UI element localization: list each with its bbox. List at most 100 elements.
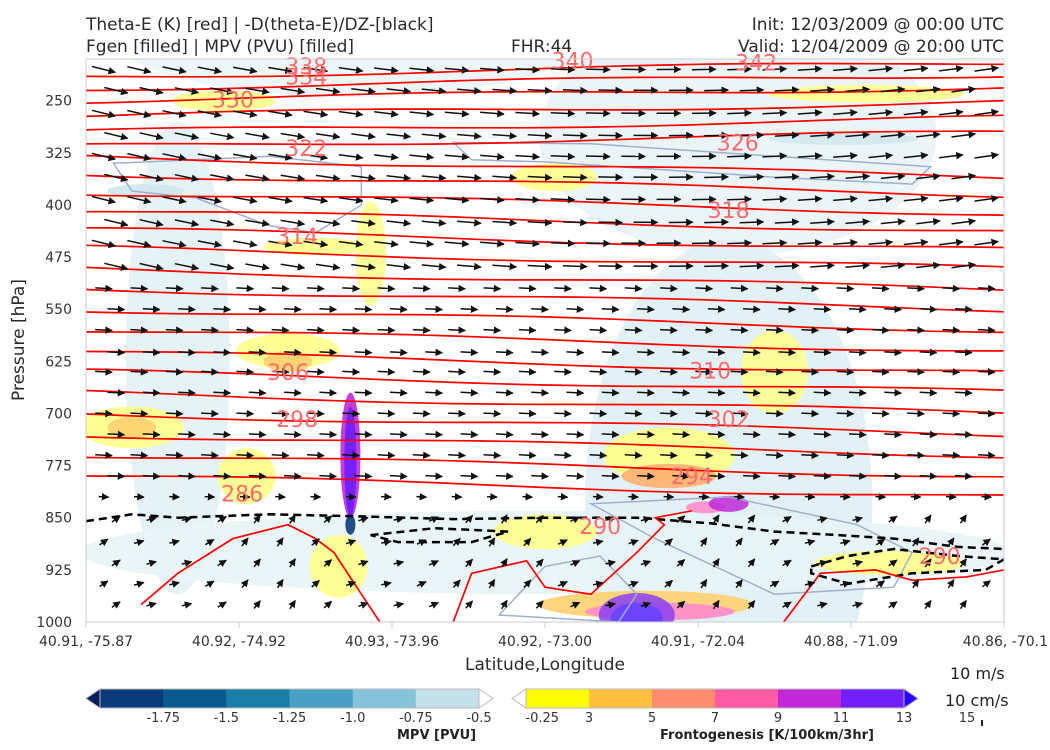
wind-vector bbox=[240, 579, 249, 589]
shaded-area bbox=[236, 333, 340, 369]
wind-vector bbox=[628, 493, 640, 501]
wind-vector bbox=[486, 493, 498, 501]
wind-vector bbox=[765, 284, 784, 293]
wind-vector bbox=[248, 472, 267, 480]
wind-vector bbox=[515, 152, 541, 161]
wind-vector bbox=[562, 262, 588, 271]
wind-vector bbox=[765, 368, 784, 376]
wind-vector bbox=[197, 66, 223, 75]
wind-vector bbox=[268, 240, 293, 248]
theta-e-contour bbox=[86, 475, 1004, 496]
wind-vector bbox=[871, 284, 890, 293]
wind-vector bbox=[959, 558, 967, 568]
wind-vector bbox=[939, 151, 964, 160]
wind-vector bbox=[550, 152, 576, 161]
wind-vector bbox=[845, 131, 871, 139]
wind-vector bbox=[480, 109, 505, 118]
wind-vector bbox=[585, 152, 611, 161]
wind-vector bbox=[836, 368, 855, 376]
wind-vector bbox=[570, 601, 581, 609]
wind-reference-arrow bbox=[981, 720, 983, 726]
fgen-colorbar-segment bbox=[652, 689, 716, 708]
wind-vector bbox=[845, 172, 871, 181]
wind-vector bbox=[672, 305, 691, 314]
wind-vector bbox=[127, 239, 152, 249]
wind-vector bbox=[315, 219, 341, 227]
wind-vector bbox=[323, 559, 333, 567]
wind-vector bbox=[601, 388, 620, 397]
wind-vector bbox=[213, 472, 232, 480]
wind-vector bbox=[974, 108, 999, 117]
wind-vector bbox=[448, 284, 466, 293]
wind-vector bbox=[939, 65, 964, 73]
wind-vector bbox=[845, 86, 871, 94]
wind-vector bbox=[248, 348, 267, 357]
wind-vector bbox=[836, 326, 855, 334]
wind-vector bbox=[104, 173, 129, 183]
wind-vector bbox=[801, 409, 820, 418]
wind-vector bbox=[381, 493, 392, 501]
y-tick-label: 250 bbox=[45, 94, 72, 110]
wind-vector bbox=[523, 579, 532, 588]
wind-vector bbox=[253, 558, 261, 568]
wind-vector bbox=[739, 86, 765, 94]
wind-vector bbox=[381, 538, 392, 547]
wind-vector bbox=[351, 132, 376, 140]
wind-vector bbox=[386, 132, 412, 140]
wind-vector bbox=[303, 66, 329, 74]
theta-e-contour bbox=[86, 244, 1004, 268]
wind-vector bbox=[236, 451, 255, 460]
wind-vector bbox=[977, 409, 996, 418]
wind-vector bbox=[452, 537, 461, 547]
wind-vector bbox=[704, 131, 729, 140]
wind-vector bbox=[871, 368, 890, 376]
wind-vector bbox=[412, 284, 431, 293]
wind-vector bbox=[695, 326, 714, 334]
wind-vector bbox=[518, 326, 537, 334]
wind-vector bbox=[284, 305, 302, 314]
wind-vector bbox=[107, 472, 126, 480]
wind-vector bbox=[598, 173, 624, 182]
wind-vector bbox=[104, 131, 129, 141]
theta-e-contour bbox=[86, 194, 1004, 216]
wind-vector bbox=[311, 579, 320, 588]
wind-vector bbox=[695, 284, 714, 293]
wind-vector bbox=[698, 493, 710, 501]
wind-vector bbox=[174, 219, 200, 228]
stability-dashed-contour bbox=[370, 526, 509, 544]
wind-vector bbox=[797, 65, 823, 73]
wind-vector bbox=[421, 173, 447, 182]
wind-vector bbox=[311, 538, 320, 547]
wind-vector bbox=[868, 65, 894, 73]
wind-vector bbox=[271, 451, 290, 460]
wind-vector bbox=[201, 451, 219, 460]
wind-vector bbox=[672, 348, 691, 357]
theta-e-label: 342 bbox=[735, 52, 777, 77]
wind-vector bbox=[483, 368, 502, 376]
wind-vector bbox=[319, 472, 338, 480]
wind-vector bbox=[747, 600, 756, 609]
wind-vector bbox=[910, 493, 922, 501]
init-time: Init: 12/03/2009 @ 00:00 UTC bbox=[751, 15, 1004, 35]
wind-vector bbox=[762, 239, 788, 247]
wind-vector bbox=[310, 493, 322, 501]
wind-vector bbox=[139, 218, 164, 228]
wind-vector bbox=[386, 87, 412, 95]
wind-vector bbox=[386, 174, 412, 182]
shaded-area bbox=[493, 514, 597, 550]
wind-vector bbox=[248, 305, 267, 314]
wind-vector bbox=[487, 537, 496, 547]
wind-vector bbox=[342, 326, 361, 334]
x-tick-label: 40.91, -72.04 bbox=[651, 634, 745, 650]
mpv-colorbar-segment bbox=[352, 689, 417, 708]
wind-vector bbox=[130, 368, 149, 376]
wind-vector bbox=[743, 472, 761, 480]
wind-vector bbox=[460, 388, 479, 397]
wind-vector bbox=[880, 131, 906, 139]
wind-vector bbox=[457, 132, 482, 140]
wind-vector bbox=[232, 153, 258, 161]
wind-vector bbox=[377, 409, 396, 418]
wind-vector bbox=[146, 515, 157, 524]
wind-vector bbox=[240, 537, 249, 547]
wind-vector bbox=[142, 348, 161, 357]
